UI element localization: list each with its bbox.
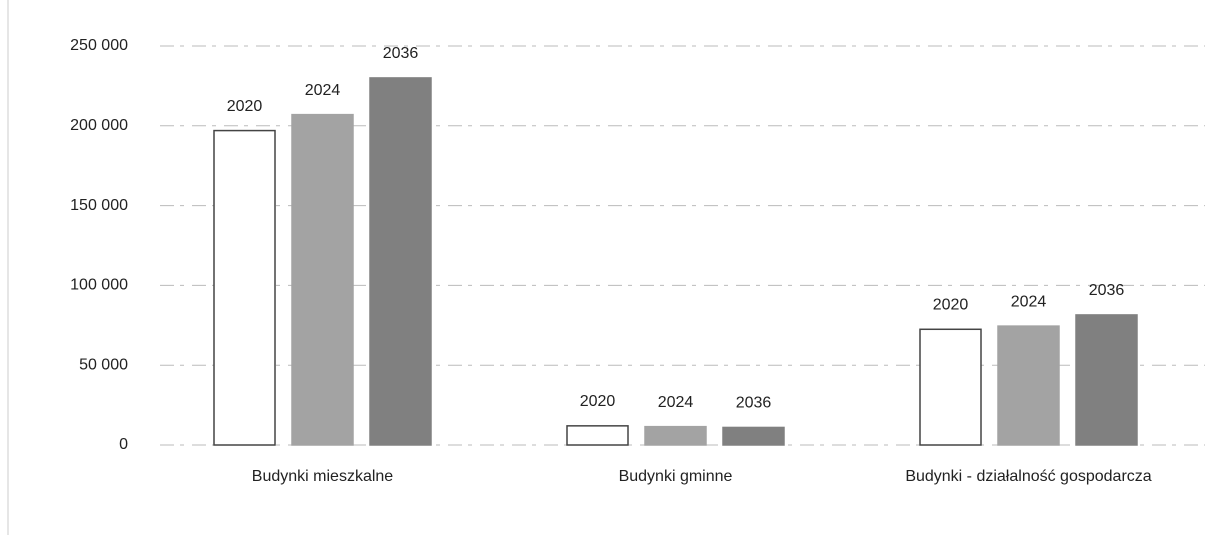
y-tick-label: 250 000 <box>70 37 128 54</box>
y-tick-label: 50 000 <box>79 356 128 373</box>
x-tick-label: Budynki gminne <box>619 468 733 485</box>
data-label: 2020 <box>580 393 616 410</box>
bar <box>566 425 629 446</box>
data-label: 2020 <box>933 297 969 314</box>
data-label: 2024 <box>658 394 694 411</box>
data-label: 2024 <box>1011 293 1047 310</box>
y-tick-label: 100 000 <box>70 277 128 294</box>
bar <box>644 425 707 446</box>
bar <box>919 328 982 446</box>
bar <box>722 426 785 446</box>
bar <box>1075 314 1138 446</box>
data-label: 2036 <box>736 395 772 412</box>
bar <box>213 129 276 446</box>
data-label: 2036 <box>383 45 419 62</box>
bar <box>997 325 1060 446</box>
x-tick-label: Budynki mieszkalne <box>252 468 394 485</box>
y-tick-label: 200 000 <box>70 117 128 134</box>
bar <box>369 77 432 446</box>
data-label: 2036 <box>1089 282 1125 299</box>
data-label: 2024 <box>305 82 341 99</box>
y-tick-label: 150 000 <box>70 197 128 214</box>
x-tick-label: Budynki - działalność gospodarcza <box>905 468 1151 485</box>
bar <box>291 113 354 446</box>
data-label: 2020 <box>227 98 263 115</box>
y-tick-label: 0 <box>119 436 128 453</box>
